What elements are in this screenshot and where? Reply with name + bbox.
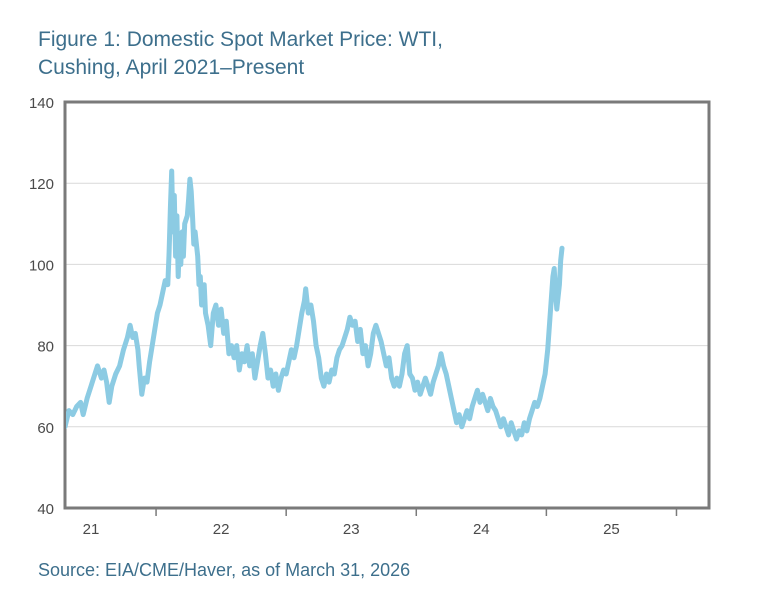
- source-note: Source: EIA/CME/Haver, as of March 31, 2…: [38, 560, 411, 580]
- x-tick-label: 21: [83, 521, 100, 538]
- y-tick-label: 140: [29, 95, 54, 112]
- x-tick-label: 22: [213, 521, 230, 538]
- plot-frame: [63, 100, 711, 510]
- y-tick-label: 100: [29, 257, 54, 274]
- chart-title: Figure 1: Domestic Spot Market Price: WT…: [38, 26, 638, 82]
- x-tick-label: 24: [473, 521, 490, 538]
- y-tick-label: 60: [37, 420, 54, 437]
- y-tick-label: 80: [37, 339, 54, 356]
- x-tick-label: 23: [343, 521, 360, 538]
- wti-price-line: [66, 168, 565, 442]
- x-tick-label: 25: [603, 521, 620, 538]
- y-axis: 40 60 80 100 120 140: [29, 95, 54, 518]
- chart-title-line-1: Figure 1: Domestic Spot Market Price: WT…: [38, 28, 443, 51]
- chart-title-line-2: Cushing, April 2021–Present: [38, 56, 305, 79]
- x-axis: 21 22 23 24 25: [83, 508, 678, 538]
- y-tick-label: 40: [37, 501, 54, 518]
- y-tick-label: 120: [29, 176, 54, 193]
